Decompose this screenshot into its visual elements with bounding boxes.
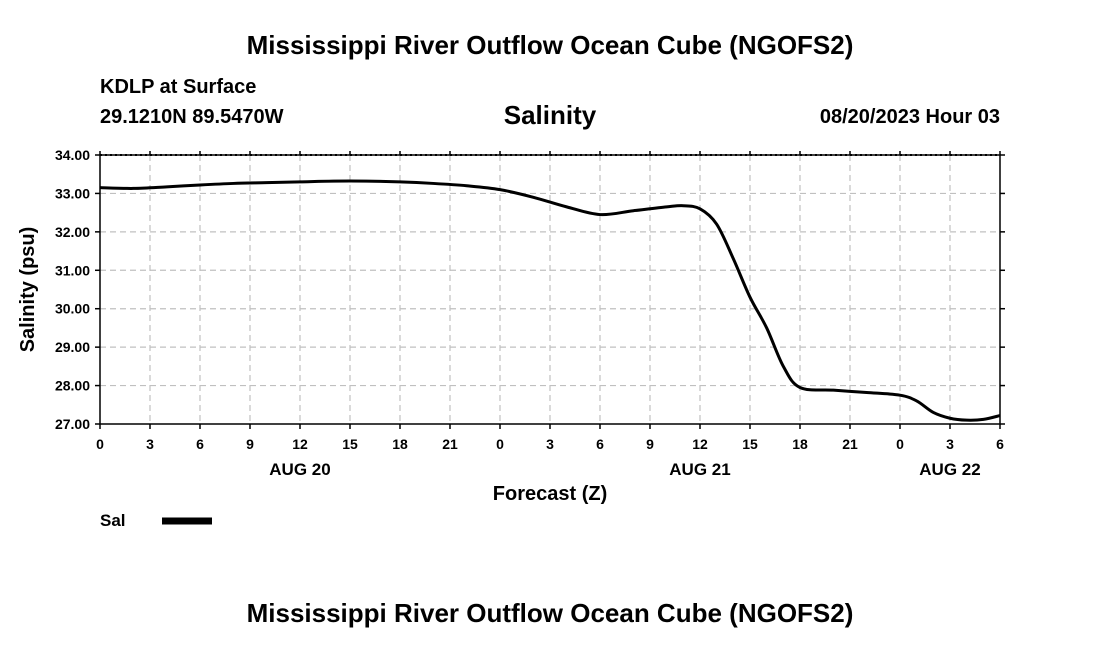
legend-label: Sal: [100, 511, 126, 530]
forecast-datetime: 08/20/2023 Hour 03: [819, 106, 1000, 128]
x-tick-label: 6: [596, 436, 604, 452]
y-axis-title: Salinity (psu): [17, 227, 39, 353]
x-tick-label: 12: [692, 436, 708, 452]
main-title: Mississippi River Outflow Ocean Cube (NG…: [246, 30, 854, 60]
grid-lines: [100, 154, 1000, 424]
station-label: KDLP at Surface: [100, 76, 257, 98]
x-tick-label: 12: [292, 436, 308, 452]
x-tick-label: 21: [442, 436, 458, 452]
chart-title: Salinity: [503, 100, 597, 130]
y-tick-label: 28.00: [55, 378, 90, 394]
y-tick-label: 27.00: [55, 416, 90, 432]
x-tick-label: 18: [392, 436, 408, 452]
date-label: AUG 21: [669, 460, 730, 479]
y-tick-label: 33.00: [55, 185, 90, 201]
x-tick-label: 6: [196, 436, 204, 452]
x-tick-label: 0: [896, 436, 904, 452]
x-tick-label: 6: [996, 436, 1004, 452]
y-tick-label: 30.00: [55, 301, 90, 317]
x-tick-label: 0: [96, 436, 104, 452]
x-axis-title: Forecast (Z): [493, 483, 607, 505]
x-tick-label: 15: [342, 436, 358, 452]
x-tick-label: 0: [496, 436, 504, 452]
date-label: AUG 20: [269, 460, 330, 479]
series-layer: [99, 179, 1001, 422]
station-coordinates: 29.1210N 89.5470W: [100, 106, 284, 128]
x-tick-label: 21: [842, 436, 858, 452]
date-labels: AUG 20 AUG 21 AUG 22: [269, 460, 980, 479]
y-tick-label: 34.00: [55, 147, 90, 163]
y-tick-label: 31.00: [55, 262, 90, 278]
x-tick-label: 18: [792, 436, 808, 452]
x-tick-label: 9: [646, 436, 654, 452]
series-line-salinity: [99, 179, 1001, 422]
x-tick-label: 9: [246, 436, 254, 452]
x-tick-label: 3: [946, 436, 954, 452]
y-tick-label: 29.00: [55, 339, 90, 355]
date-label: AUG 22: [919, 460, 980, 479]
x-tick-label: 3: [546, 436, 554, 452]
y-tick-label: 32.00: [55, 224, 90, 240]
x-tick-labels: 0 3 6 9 12 15 18 21 0 3 6 9 12 15 18 21 0 3 6: [96, 436, 1004, 452]
footer-title: Mississippi River Outflow Ocean Cube (NG…: [246, 598, 854, 628]
axis-ticks: [95, 151, 1005, 429]
x-tick-label: 3: [146, 436, 154, 452]
y-tick-labels: 27.00 28.00 29.00 30.00 31.00 32.00 33.00 34.00: [55, 147, 90, 432]
legend: Sal: [100, 511, 212, 530]
x-tick-label: 15: [742, 436, 758, 452]
